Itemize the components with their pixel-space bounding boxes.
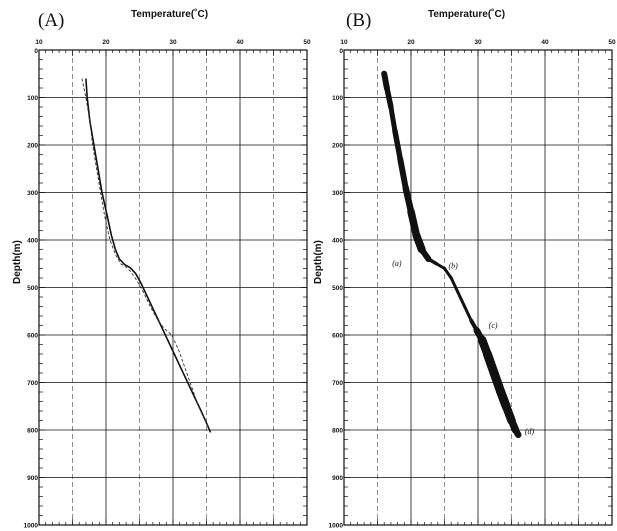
dashed-profile-line bbox=[81, 78, 210, 431]
y-tick-label: 1000 bbox=[24, 523, 39, 530]
series-band-segment bbox=[418, 246, 432, 262]
series-band-segment bbox=[392, 128, 404, 162]
series-band-segment bbox=[426, 257, 439, 266]
series-band-segment bbox=[443, 267, 453, 280]
series-band-segment bbox=[402, 184, 415, 215]
panel-b-annotations: (a) (b) (c) (d) bbox=[392, 259, 534, 436]
panel-b-y-axis-title: Depth(m) bbox=[313, 240, 324, 284]
series-band-segment bbox=[449, 276, 460, 294]
series-band-segment bbox=[463, 305, 473, 323]
series-band-segment bbox=[512, 426, 522, 438]
x-tick-label: 10 bbox=[340, 39, 348, 46]
panel-a-y-axis-title: Depth(m) bbox=[12, 240, 23, 284]
x-tick-label: 10 bbox=[35, 39, 43, 46]
y-tick-label: 400 bbox=[332, 238, 343, 245]
annotation-label: (a) bbox=[392, 259, 402, 268]
y-tick-label: 400 bbox=[27, 238, 38, 245]
y-tick-label-zero: 0 bbox=[339, 48, 343, 55]
y-tick-label: 700 bbox=[332, 380, 343, 387]
x-tick-label: 50 bbox=[608, 39, 616, 46]
x-tick-label: 20 bbox=[102, 39, 110, 46]
panel-b: (B) Temperature(˚C) Depth(m) 10 20 30 40 501… bbox=[313, 8, 616, 530]
y-tick-label: 600 bbox=[27, 333, 38, 340]
panel-b-tick-labels: 10 20 30 40 50 100 200 300 400 500 600 700 800 900 100… bbox=[329, 39, 616, 530]
y-tick-label: 100 bbox=[332, 95, 343, 102]
y-tick-label: 500 bbox=[27, 285, 38, 292]
panel-b-frame bbox=[343, 49, 613, 526]
panel-b-label: (B) bbox=[346, 10, 371, 31]
solid-profile-line bbox=[85, 78, 212, 433]
series-band-segment bbox=[384, 85, 394, 110]
annotation-label: (d) bbox=[525, 427, 535, 436]
x-tick-label: 40 bbox=[541, 39, 549, 46]
panel-b-x-axis-title: Temperature(˚C) bbox=[428, 8, 505, 20]
panel-a-frame bbox=[38, 49, 308, 526]
x-tick-label: 50 bbox=[303, 39, 311, 46]
series-band-segment bbox=[397, 156, 409, 191]
panel-a-grid bbox=[39, 50, 307, 525]
y-tick-label: 200 bbox=[27, 143, 38, 150]
y-tick-label: 800 bbox=[27, 428, 38, 435]
annotation-label: (c) bbox=[489, 321, 498, 330]
y-tick-label: 100 bbox=[27, 95, 38, 102]
y-tick-label: 300 bbox=[332, 190, 343, 197]
x-tick-label: 40 bbox=[236, 39, 244, 46]
panel-a-x-axis-title: Temperature(˚C) bbox=[131, 8, 208, 20]
y-tick-label: 300 bbox=[27, 190, 38, 197]
x-tick-label: 30 bbox=[169, 39, 177, 46]
series-band-segment bbox=[434, 262, 446, 270]
panel-b-grid bbox=[344, 50, 612, 525]
y-tick-label: 600 bbox=[332, 333, 343, 340]
panel-b-ticks bbox=[344, 50, 612, 525]
panel-a: (A) Temperature(˚C) Depth(m) 10 20 30 40 501… bbox=[12, 8, 311, 530]
y-tick-label-zero: 0 bbox=[34, 48, 38, 55]
y-tick-label: 800 bbox=[332, 428, 343, 435]
series-band-segment bbox=[456, 290, 467, 308]
x-tick-label: 30 bbox=[474, 39, 482, 46]
y-tick-label: 700 bbox=[27, 380, 38, 387]
panel-a-tick-labels: 10 20 30 40 50 100 200 300 400 500 600 700 800 900 100… bbox=[24, 39, 311, 530]
y-tick-label: 200 bbox=[332, 143, 343, 150]
y-tick-label: 900 bbox=[332, 475, 343, 482]
x-tick-label: 20 bbox=[407, 39, 415, 46]
y-tick-label: 900 bbox=[27, 475, 38, 482]
y-tick-label: 500 bbox=[332, 285, 343, 292]
y-tick-label: 1000 bbox=[329, 523, 344, 530]
panel-a-series bbox=[81, 78, 212, 433]
series-band-segment bbox=[407, 207, 421, 239]
panel-b-series bbox=[381, 70, 522, 438]
panel-a-label: (A) bbox=[38, 10, 64, 31]
series-band-segment bbox=[388, 104, 398, 134]
annotation-label: (b) bbox=[449, 262, 459, 271]
